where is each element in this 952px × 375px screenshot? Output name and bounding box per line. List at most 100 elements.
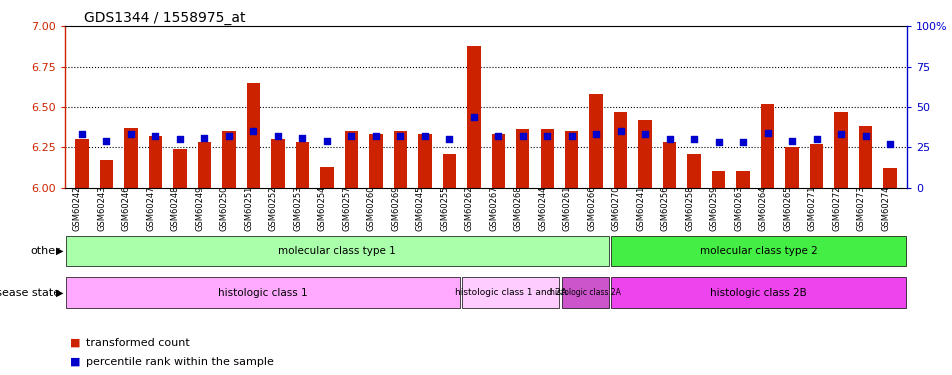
Text: GSM60263: GSM60263 bbox=[733, 186, 743, 231]
Text: ■: ■ bbox=[69, 338, 80, 348]
Text: disease state: disease state bbox=[0, 288, 60, 297]
Text: GSM60261: GSM60261 bbox=[562, 186, 571, 231]
Point bbox=[270, 133, 286, 139]
Point bbox=[612, 128, 627, 134]
Text: GSM60270: GSM60270 bbox=[611, 186, 620, 231]
Bar bbox=[66, 236, 608, 266]
Bar bbox=[589, 94, 603, 188]
Text: GSM60258: GSM60258 bbox=[684, 186, 693, 231]
Bar bbox=[295, 142, 308, 188]
Text: GSM60259: GSM60259 bbox=[709, 186, 718, 231]
Bar bbox=[222, 131, 235, 188]
Bar bbox=[149, 136, 162, 188]
Text: GSM60248: GSM60248 bbox=[170, 186, 180, 231]
Bar bbox=[711, 171, 724, 188]
Point bbox=[637, 131, 652, 137]
Point bbox=[783, 138, 799, 144]
Point bbox=[294, 135, 309, 141]
Text: GSM60255: GSM60255 bbox=[440, 186, 448, 231]
Point bbox=[417, 133, 432, 139]
Bar bbox=[247, 82, 260, 188]
Text: histologic class 1: histologic class 1 bbox=[218, 288, 307, 297]
Bar bbox=[834, 112, 847, 188]
Bar bbox=[883, 168, 896, 188]
Bar bbox=[197, 142, 211, 188]
Point bbox=[515, 133, 530, 139]
Bar bbox=[66, 278, 460, 308]
Point bbox=[99, 138, 114, 144]
Text: GSM60260: GSM60260 bbox=[367, 186, 375, 231]
Text: GSM60243: GSM60243 bbox=[97, 186, 107, 231]
Point bbox=[172, 136, 188, 142]
Point bbox=[539, 133, 554, 139]
Point bbox=[148, 133, 163, 139]
Text: GSM60253: GSM60253 bbox=[293, 186, 302, 231]
Bar bbox=[173, 149, 187, 188]
Bar bbox=[858, 126, 871, 188]
Bar bbox=[610, 236, 905, 266]
Bar bbox=[462, 278, 559, 308]
Point bbox=[123, 131, 138, 137]
Text: GSM60266: GSM60266 bbox=[586, 186, 596, 231]
Text: GSM60264: GSM60264 bbox=[758, 186, 767, 231]
Bar bbox=[760, 104, 774, 188]
Bar bbox=[491, 134, 505, 188]
Bar bbox=[393, 131, 407, 188]
Bar bbox=[100, 160, 113, 188]
Text: GSM60244: GSM60244 bbox=[538, 186, 546, 231]
Text: GSM60251: GSM60251 bbox=[244, 186, 253, 231]
Text: histologic class 1 and 2A: histologic class 1 and 2A bbox=[454, 288, 566, 297]
Text: GSM60241: GSM60241 bbox=[636, 186, 645, 231]
Point bbox=[882, 141, 897, 147]
Text: ▶: ▶ bbox=[56, 288, 64, 297]
Point bbox=[319, 138, 334, 144]
Point bbox=[246, 128, 261, 134]
Point bbox=[735, 140, 750, 146]
Bar bbox=[320, 166, 333, 188]
Text: ▶: ▶ bbox=[56, 246, 64, 256]
Bar bbox=[442, 154, 456, 188]
Text: percentile rank within the sample: percentile rank within the sample bbox=[86, 357, 273, 367]
Bar bbox=[418, 134, 431, 188]
Text: GSM60252: GSM60252 bbox=[268, 186, 278, 231]
Bar bbox=[610, 278, 905, 308]
Bar bbox=[540, 129, 553, 188]
Text: histologic class 2B: histologic class 2B bbox=[709, 288, 806, 297]
Text: GSM60257: GSM60257 bbox=[342, 186, 351, 231]
Bar bbox=[368, 134, 382, 188]
Point bbox=[466, 114, 481, 120]
Point bbox=[392, 133, 407, 139]
Bar bbox=[686, 154, 700, 188]
Bar bbox=[466, 46, 480, 188]
Text: transformed count: transformed count bbox=[86, 338, 189, 348]
Point bbox=[662, 136, 677, 142]
Bar bbox=[515, 129, 529, 188]
Point bbox=[564, 133, 579, 139]
Text: GSM60274: GSM60274 bbox=[881, 186, 889, 231]
Text: other: other bbox=[30, 246, 60, 256]
Point bbox=[833, 131, 848, 137]
Text: GDS1344 / 1558975_at: GDS1344 / 1558975_at bbox=[84, 11, 245, 25]
Text: GSM60254: GSM60254 bbox=[318, 186, 327, 231]
Bar bbox=[75, 139, 89, 188]
Point bbox=[344, 133, 359, 139]
Point bbox=[490, 133, 506, 139]
Text: GSM60265: GSM60265 bbox=[783, 186, 791, 231]
Text: GSM60262: GSM60262 bbox=[465, 186, 473, 231]
Point bbox=[588, 131, 604, 137]
Bar bbox=[271, 139, 285, 188]
Text: GSM60267: GSM60267 bbox=[488, 186, 498, 231]
Bar bbox=[736, 171, 749, 188]
Point bbox=[367, 133, 383, 139]
Bar bbox=[124, 128, 137, 188]
Bar bbox=[638, 120, 651, 188]
Text: GSM60247: GSM60247 bbox=[147, 186, 155, 231]
Text: GSM60271: GSM60271 bbox=[806, 186, 816, 231]
Point bbox=[441, 136, 456, 142]
Bar bbox=[345, 131, 358, 188]
Text: GSM60246: GSM60246 bbox=[122, 186, 130, 231]
Text: GSM60272: GSM60272 bbox=[831, 186, 841, 231]
Text: GSM60242: GSM60242 bbox=[73, 186, 82, 231]
Text: GSM60269: GSM60269 bbox=[391, 186, 400, 231]
Point bbox=[857, 133, 872, 139]
